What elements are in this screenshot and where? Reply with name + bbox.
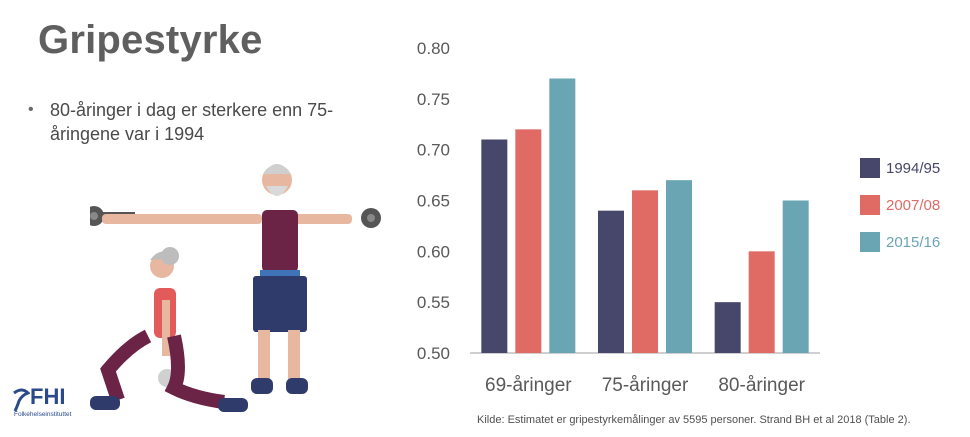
bar-2007-08-2 [748,251,775,353]
y-tick-label: 0.75 [417,90,450,109]
y-tick-label: 0.50 [417,344,450,363]
fhi-mark-icon [13,388,30,412]
legend-label-1994: 1994/95 [886,159,941,177]
y-tick-label: 0.55 [417,293,450,312]
x-tick-label: 80-åringer [718,375,805,396]
fhi-logo-subtitle: Folkehelseinstituttet [14,411,72,418]
bar-1994-95-2 [714,302,741,353]
exercising-seniors-illustration [90,164,381,412]
legend-swatch-2015 [860,232,880,252]
bar-1994-95-0 [481,139,508,353]
slide-title: Gripestyrke [38,18,263,62]
bullet-list: • 80-åringer i dag er sterkere enn 75-år… [28,98,358,146]
bar-2015-16-0 [549,78,576,353]
man-figure [90,164,381,394]
bullet-text: 80-åringer i dag er sterkere enn 75-årin… [50,100,334,144]
bar-2015-16-2 [782,200,809,353]
bar-2007-08-1 [632,190,658,353]
legend-swatch-1994 [860,158,880,178]
bar-1994-95-1 [598,210,624,353]
bullet-dot-icon: • [28,101,34,118]
legend-item-1994: 1994/95 [860,158,940,178]
legend-label-2007: 2007/08 [886,196,941,214]
legend-label-2015: 2015/16 [886,233,941,251]
y-tick-label: 0.70 [417,141,450,160]
y-tick-label: 0.60 [417,242,450,261]
bar-2015-16-1 [666,180,692,353]
fhi-logo-text: FHI [30,384,66,409]
chart-legend: 1994/95 2007/08 2015/16 [860,158,940,269]
y-tick-label: 0.80 [417,39,450,58]
legend-swatch-2007 [860,195,880,215]
x-tick-label: 69-åringer [485,375,572,396]
woman-figure [90,247,248,412]
grip-strength-bar-chart: 0.50 0.55 0.60 0.65 0.70 0.75 0.80 69-åringer 75… [417,39,820,396]
fhi-logo: FHI Folkehelseinstituttet [12,384,92,432]
bar-2007-08-0 [515,129,542,353]
source-note: Kilde: Estimatet er gripestyrkemålinger … [477,414,911,426]
bullet-item: • 80-åringer i dag er sterkere enn 75-år… [28,98,358,146]
legend-item-2015: 2015/16 [860,232,940,252]
x-tick-label: 75-åringer [602,375,689,396]
legend-item-2007: 2007/08 [860,195,940,215]
y-tick-label: 0.65 [417,192,450,211]
